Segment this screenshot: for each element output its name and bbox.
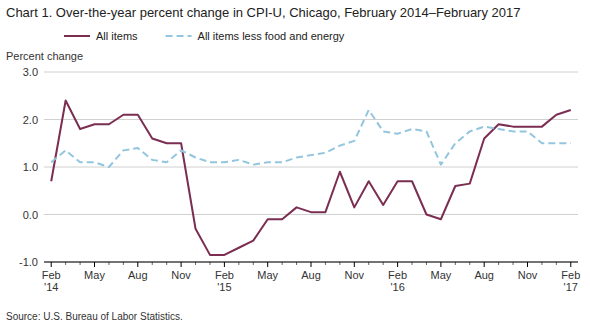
x-minor-tick [498, 262, 499, 265]
x-tick-label-line: Aug [128, 269, 148, 281]
x-tick-label-line: '15 [217, 281, 231, 293]
x-minor-tick [108, 262, 109, 265]
series-line [51, 110, 571, 167]
x-tick-label-line: May [431, 269, 452, 281]
x-minor-tick [195, 262, 196, 265]
x-minor-tick [383, 262, 384, 265]
y-tick-label: 1.0 [23, 161, 38, 173]
x-minor-tick [556, 262, 557, 265]
x-tick-label: Feb'15 [215, 269, 234, 293]
x-tick-label-line: May [257, 269, 278, 281]
x-minor-tick [166, 262, 167, 265]
x-tick-label-line: Feb [215, 269, 234, 281]
x-minor-tick [469, 262, 470, 265]
grid-line [44, 167, 578, 168]
grid-line [44, 214, 578, 215]
x-minor-tick [65, 262, 66, 265]
x-tick [484, 262, 485, 267]
x-tick [51, 262, 52, 267]
x-tick-label: Aug [474, 269, 494, 281]
y-tick-label: 3.0 [23, 66, 38, 78]
legend-label: All items less food and energy [198, 30, 345, 42]
chart: Chart 1. Over-the-year percent change in… [0, 0, 590, 326]
x-tick [397, 262, 398, 267]
x-tick-label: May [257, 269, 278, 281]
x-tick-label-line: Feb [388, 269, 407, 281]
legend-swatch [166, 35, 192, 37]
x-tick-label-line: Feb [561, 269, 580, 281]
x-tick-label: Nov [345, 269, 365, 281]
x-minor-tick [541, 262, 542, 265]
x-tick [267, 262, 268, 267]
x-minor-tick [123, 262, 124, 265]
x-tick-label-line: Nov [171, 269, 191, 281]
x-tick-label: May [431, 269, 452, 281]
x-minor-tick [296, 262, 297, 265]
x-minor-tick [426, 262, 427, 265]
x-tick-label: Nov [518, 269, 538, 281]
x-tick-label: Feb'14 [42, 269, 61, 293]
x-tick-label: May [84, 269, 105, 281]
x-tick [181, 262, 182, 267]
grid-line [44, 119, 578, 120]
x-tick-label: Aug [128, 269, 148, 281]
x-minor-tick [339, 262, 340, 265]
x-minor-tick [209, 262, 210, 265]
legend-label: All items [96, 30, 138, 42]
x-tick [311, 262, 312, 267]
title: Chart 1. Over-the-year percent change in… [6, 5, 520, 20]
x-tick-label-line: May [84, 269, 105, 281]
x-minor-tick [325, 262, 326, 265]
y-tick-label: 2.0 [23, 114, 38, 126]
x-tick-label: Aug [301, 269, 321, 281]
series-line [51, 101, 571, 255]
x-minor-tick [238, 262, 239, 265]
x-tick [570, 262, 571, 267]
x-tick-label: Feb'16 [388, 269, 407, 293]
x-tick-label-line: Feb [42, 269, 61, 281]
x-tick-label-line: Nov [345, 269, 365, 281]
source-note: Source: U.S. Bureau of Labor Statistics. [6, 311, 183, 322]
x-tick-label-line: Aug [474, 269, 494, 281]
x-tick [137, 262, 138, 267]
x-tick-label-line: Nov [518, 269, 538, 281]
x-minor-tick [80, 262, 81, 265]
x-tick [527, 262, 528, 267]
y-tick-label: 0.0 [23, 209, 38, 221]
x-tick [224, 262, 225, 267]
x-minor-tick [152, 262, 153, 265]
x-tick [94, 262, 95, 267]
plot-area [51, 101, 571, 255]
y-tick-label: -1.0 [19, 256, 38, 268]
x-minor-tick [412, 262, 413, 265]
x-tick [440, 262, 441, 267]
x-tick-label-line: '17 [564, 281, 578, 293]
x-minor-tick [455, 262, 456, 265]
x-minor-tick [253, 262, 254, 265]
x-minor-tick [513, 262, 514, 265]
x-tick-label: Feb'17 [561, 269, 580, 293]
x-minor-tick [368, 262, 369, 265]
legend-swatch [64, 35, 90, 37]
x-tick [354, 262, 355, 267]
y-axis-label: Percent change [6, 50, 83, 62]
grid-line [44, 72, 578, 73]
x-minor-tick [282, 262, 283, 265]
x-tick-label-line: '14 [44, 281, 58, 293]
x-tick-label: Nov [171, 269, 191, 281]
x-tick-label-line: '16 [390, 281, 404, 293]
x-tick-label-line: Aug [301, 269, 321, 281]
